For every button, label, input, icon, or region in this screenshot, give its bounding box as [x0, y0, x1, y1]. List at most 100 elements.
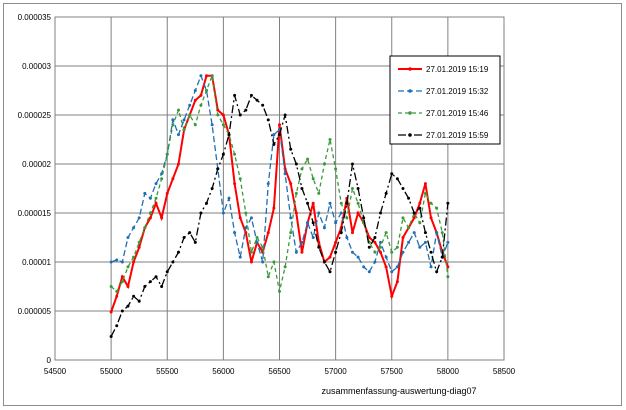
data-point: [126, 304, 130, 308]
data-point: [289, 231, 293, 235]
data-point: [356, 255, 360, 259]
data-point: [199, 103, 203, 107]
data-point: [266, 118, 270, 122]
data-point: [233, 152, 237, 156]
x-tick-label: 57000: [325, 367, 348, 376]
data-point: [390, 250, 394, 254]
x-axis-title: zusammenfassung-auswertung-diag07: [321, 386, 476, 396]
data-point: [205, 201, 209, 205]
data-point: [435, 270, 439, 274]
data-point: [412, 216, 416, 220]
data-point: [137, 240, 141, 244]
data-point: [300, 167, 304, 171]
data-point: [109, 310, 113, 314]
series-3: [109, 73, 450, 293]
data-point: [165, 270, 169, 274]
data-point: [143, 285, 147, 288]
data-point: [233, 182, 237, 186]
data-point: [272, 133, 276, 137]
data-point: [401, 236, 405, 239]
data-point: [390, 270, 394, 274]
data-point: [148, 280, 152, 284]
data-point: [266, 275, 270, 279]
data-point: [244, 231, 248, 235]
data-point: [345, 216, 349, 220]
data-point: [446, 265, 450, 269]
data-point: [199, 211, 203, 215]
data-point: [238, 255, 242, 259]
data-point: [255, 240, 259, 244]
legend-box: [389, 55, 501, 145]
data-point: [143, 226, 147, 230]
data-point: [322, 260, 326, 264]
data-point: [345, 236, 349, 239]
data-point: [115, 289, 119, 293]
legend-marker: [408, 89, 412, 93]
data-point: [233, 231, 237, 235]
data-point: [423, 240, 427, 244]
data-point: [384, 231, 388, 235]
data-point: [429, 265, 433, 269]
data-point: [350, 187, 354, 190]
data-point: [182, 118, 186, 122]
x-tick-label: 55000: [100, 367, 123, 376]
data-point: [126, 236, 130, 239]
data-point: [137, 216, 141, 220]
data-point: [221, 123, 225, 127]
data-point: [148, 216, 152, 220]
data-point: [266, 231, 270, 235]
data-point: [278, 289, 281, 293]
x-tick-label: 56000: [212, 367, 235, 376]
data-point: [401, 216, 405, 220]
data-point: [249, 216, 253, 220]
data-point: [362, 265, 366, 269]
data-point: [227, 133, 231, 137]
data-point: [272, 206, 276, 210]
data-point: [306, 157, 310, 161]
data-point: [440, 255, 444, 259]
data-point: [289, 147, 293, 151]
data-point: [317, 245, 321, 249]
data-point: [356, 201, 360, 205]
data-point: [176, 250, 180, 254]
data-point: [109, 285, 113, 288]
data-point: [171, 123, 175, 127]
data-point: [418, 201, 422, 205]
data-point: [367, 245, 371, 249]
data-point: [176, 108, 180, 112]
data-point: [148, 196, 152, 200]
data-point: [238, 216, 242, 220]
line-chart: 54500 55000 55500 56000 56500 57000 57500 58000…: [18, 13, 516, 396]
data-point: [193, 240, 197, 244]
data-point: [317, 240, 321, 244]
data-point: [176, 133, 180, 137]
data-point: [126, 285, 130, 288]
legend-marker: [408, 133, 412, 137]
data-point: [362, 216, 366, 220]
data-point: [418, 245, 422, 249]
data-point: [199, 74, 203, 78]
data-point: [115, 324, 119, 328]
data-point: [160, 216, 164, 220]
data-point: [120, 309, 124, 313]
data-point: [390, 172, 394, 176]
data-point: [429, 216, 433, 220]
data-point: [373, 240, 377, 244]
data-point: [154, 201, 158, 205]
data-point: [435, 206, 439, 210]
data-point: [132, 294, 136, 298]
data-point: [227, 196, 231, 200]
x-tick-label: 58000: [437, 367, 460, 376]
data-point: [283, 172, 287, 176]
data-point: [407, 240, 411, 244]
data-point: [395, 177, 399, 181]
data-point: [238, 177, 242, 181]
series: [109, 73, 450, 338]
y-tick-label: 0.00001: [22, 258, 51, 267]
data-point: [328, 255, 332, 259]
data-point: [182, 236, 186, 239]
data-point: [317, 191, 321, 195]
data-point: [395, 265, 399, 269]
data-point: [221, 152, 225, 156]
data-point: [401, 250, 405, 254]
